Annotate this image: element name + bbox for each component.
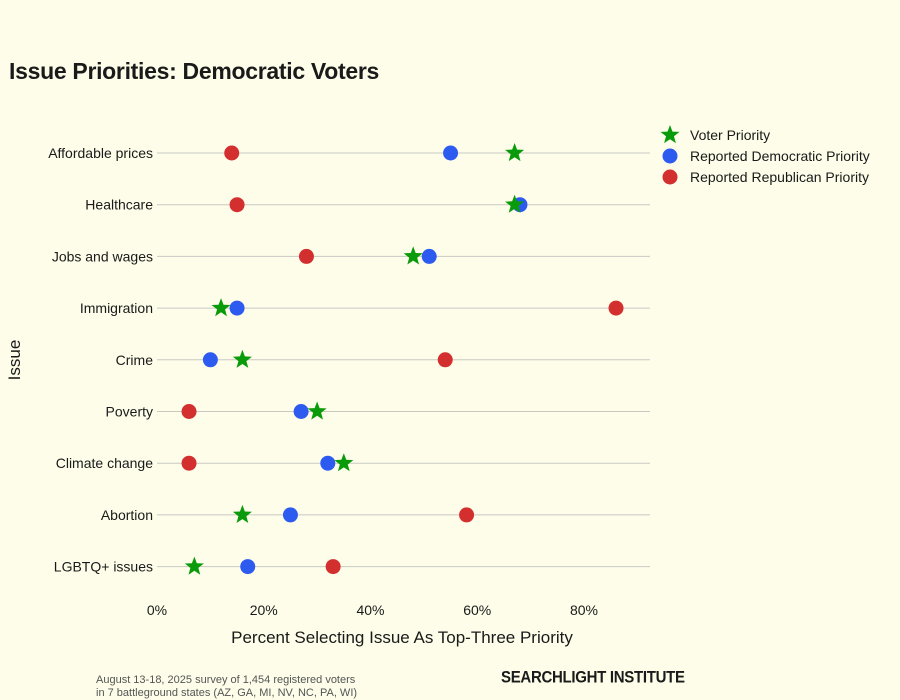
x-tick-label: 0% [147, 602, 167, 618]
point-voter-priority [334, 453, 354, 472]
category-label: Climate change [56, 455, 153, 471]
x-tick-label: 60% [463, 602, 491, 618]
legend-item-reported-democratic-priority: Reported Democratic Priority [662, 148, 870, 164]
legend-item-reported-republican-priority: Reported Republican Priority [662, 169, 869, 185]
point-voter-priority [211, 298, 231, 317]
legend-label: Voter Priority [690, 127, 770, 143]
legend-marker-reported-republican-priority [662, 169, 678, 185]
point-reported-democratic-priority [293, 404, 309, 419]
category-labels: Affordable prices Healthcare Jobs and wage… [48, 145, 153, 575]
category-label: Healthcare [85, 197, 153, 213]
point-reported-democratic-priority [202, 352, 218, 368]
x-axis-label: Percent Selecting Issue As Top-Three Pri… [231, 628, 573, 647]
category-label: LGBTQ+ issues [54, 559, 153, 575]
legend-marker-reported-democratic-priority [662, 148, 678, 164]
x-tick-label: 20% [250, 602, 278, 618]
category-label: Immigration [80, 300, 153, 316]
legend-item-voter-priority: Voter Priority [660, 125, 770, 144]
point-voter-priority [403, 246, 423, 265]
category-label: Jobs and wages [52, 248, 153, 264]
point-reported-democratic-priority [282, 507, 298, 523]
brand-logo-text: SEARCHLIGHT INSTITUTE [501, 668, 685, 687]
point-reported-republican-priority [298, 248, 314, 264]
data-marks [181, 143, 624, 575]
category-label: Poverty [106, 404, 153, 420]
point-reported-republican-priority [181, 455, 197, 471]
x-tick-label: 40% [356, 602, 384, 618]
point-reported-democratic-priority [240, 559, 256, 575]
point-reported-republican-priority [224, 145, 240, 161]
legend-label: Reported Republican Priority [690, 169, 869, 185]
x-tick-label: 80% [570, 602, 598, 618]
x-axis-ticks: 0% 20% 40% 60% 80% [147, 602, 598, 618]
legend: Voter Priority Reported Democratic Priori… [660, 125, 870, 185]
point-voter-priority [184, 556, 204, 575]
y-axis-label: Issue [5, 340, 24, 381]
point-voter-priority [232, 349, 252, 368]
point-reported-republican-priority [325, 559, 341, 575]
gridlines [157, 152, 650, 568]
point-reported-democratic-priority [229, 300, 245, 316]
point-reported-republican-priority [459, 507, 475, 523]
point-reported-republican-priority [181, 404, 197, 419]
category-label: Affordable prices [48, 145, 153, 161]
footnote: August 13-18, 2025 survey of 1,454 regis… [96, 674, 416, 700]
legend-label: Reported Democratic Priority [690, 148, 870, 164]
point-reported-democratic-priority [320, 455, 336, 471]
point-voter-priority [505, 143, 525, 162]
point-voter-priority [505, 194, 525, 213]
footnote-line-1: August 13-18, 2025 survey of 1,454 regis… [96, 674, 356, 686]
category-label: Abortion [101, 507, 153, 523]
legend-marker-voter-priority [660, 125, 680, 144]
point-reported-republican-priority [229, 197, 245, 213]
point-voter-priority [307, 401, 327, 420]
point-reported-democratic-priority [443, 145, 459, 161]
point-voter-priority [232, 504, 252, 523]
point-reported-democratic-priority [421, 248, 437, 264]
point-reported-republican-priority [437, 352, 453, 368]
footnote-line-2: in 7 battleground states (AZ, GA, MI, NV… [96, 687, 358, 699]
category-label: Crime [116, 352, 154, 368]
chart-title: Issue Priorities: Democratic Voters [9, 58, 379, 84]
point-reported-republican-priority [608, 300, 624, 316]
